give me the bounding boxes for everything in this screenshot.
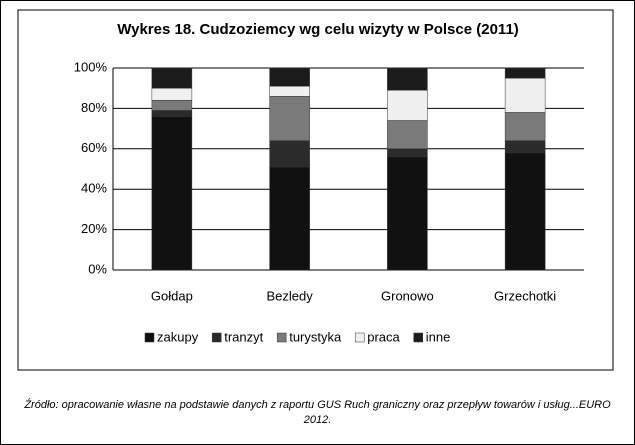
y-tick-label: 60% [81,140,107,155]
bar-segment [504,112,546,141]
chart-title: Wykres 18. Cudzoziemcy wg celu wizyty w … [117,21,519,38]
x-tick-label: Gronowo [381,288,434,303]
y-tick-label: 40% [81,181,107,196]
legend-swatch [211,332,222,343]
bar-segment [387,156,428,271]
x-tick-label: Gołdap [151,288,193,303]
bar-segment [151,87,193,101]
legend-label: praca [367,329,400,344]
bar-segment [269,67,310,87]
bar-segment [504,140,546,154]
bar-segment [387,89,428,121]
bar-segment [504,152,546,271]
legend-label: turystyka [289,329,342,344]
legend-swatch [144,332,155,343]
chart: Wykres 18. Cudzoziemcy wg celu wizyty w … [17,9,614,371]
x-tick-label: Grzechotki [494,288,556,303]
y-tick-label: 100% [74,59,108,74]
x-tick-label: Bezledy [267,288,314,303]
legend-swatch [354,332,365,343]
source-note: Źródło: opracowanie własne na podstawie … [24,399,611,426]
bar-segment [269,166,310,271]
bar-segment [151,67,193,89]
bar-segment [269,85,310,97]
bar-segment [504,67,546,79]
bar-segment [151,110,193,117]
bar-segment [504,77,546,113]
bar-segment [151,100,193,111]
y-tick-label: 80% [81,100,107,115]
y-tick-label: 20% [81,221,107,236]
legend-label: inne [426,329,451,344]
bar-segment [269,140,310,168]
legend-swatch [413,332,424,343]
legend-swatch [276,332,287,343]
bar-segment [387,67,428,91]
legend-label: tranzyt [224,329,263,344]
legend-label: zakupy [157,329,199,344]
y-tick-label: 0% [88,261,107,276]
bar-segment [387,148,428,158]
bar-segment [151,116,193,271]
bar-segment [269,96,310,141]
bar-segment [387,120,428,150]
